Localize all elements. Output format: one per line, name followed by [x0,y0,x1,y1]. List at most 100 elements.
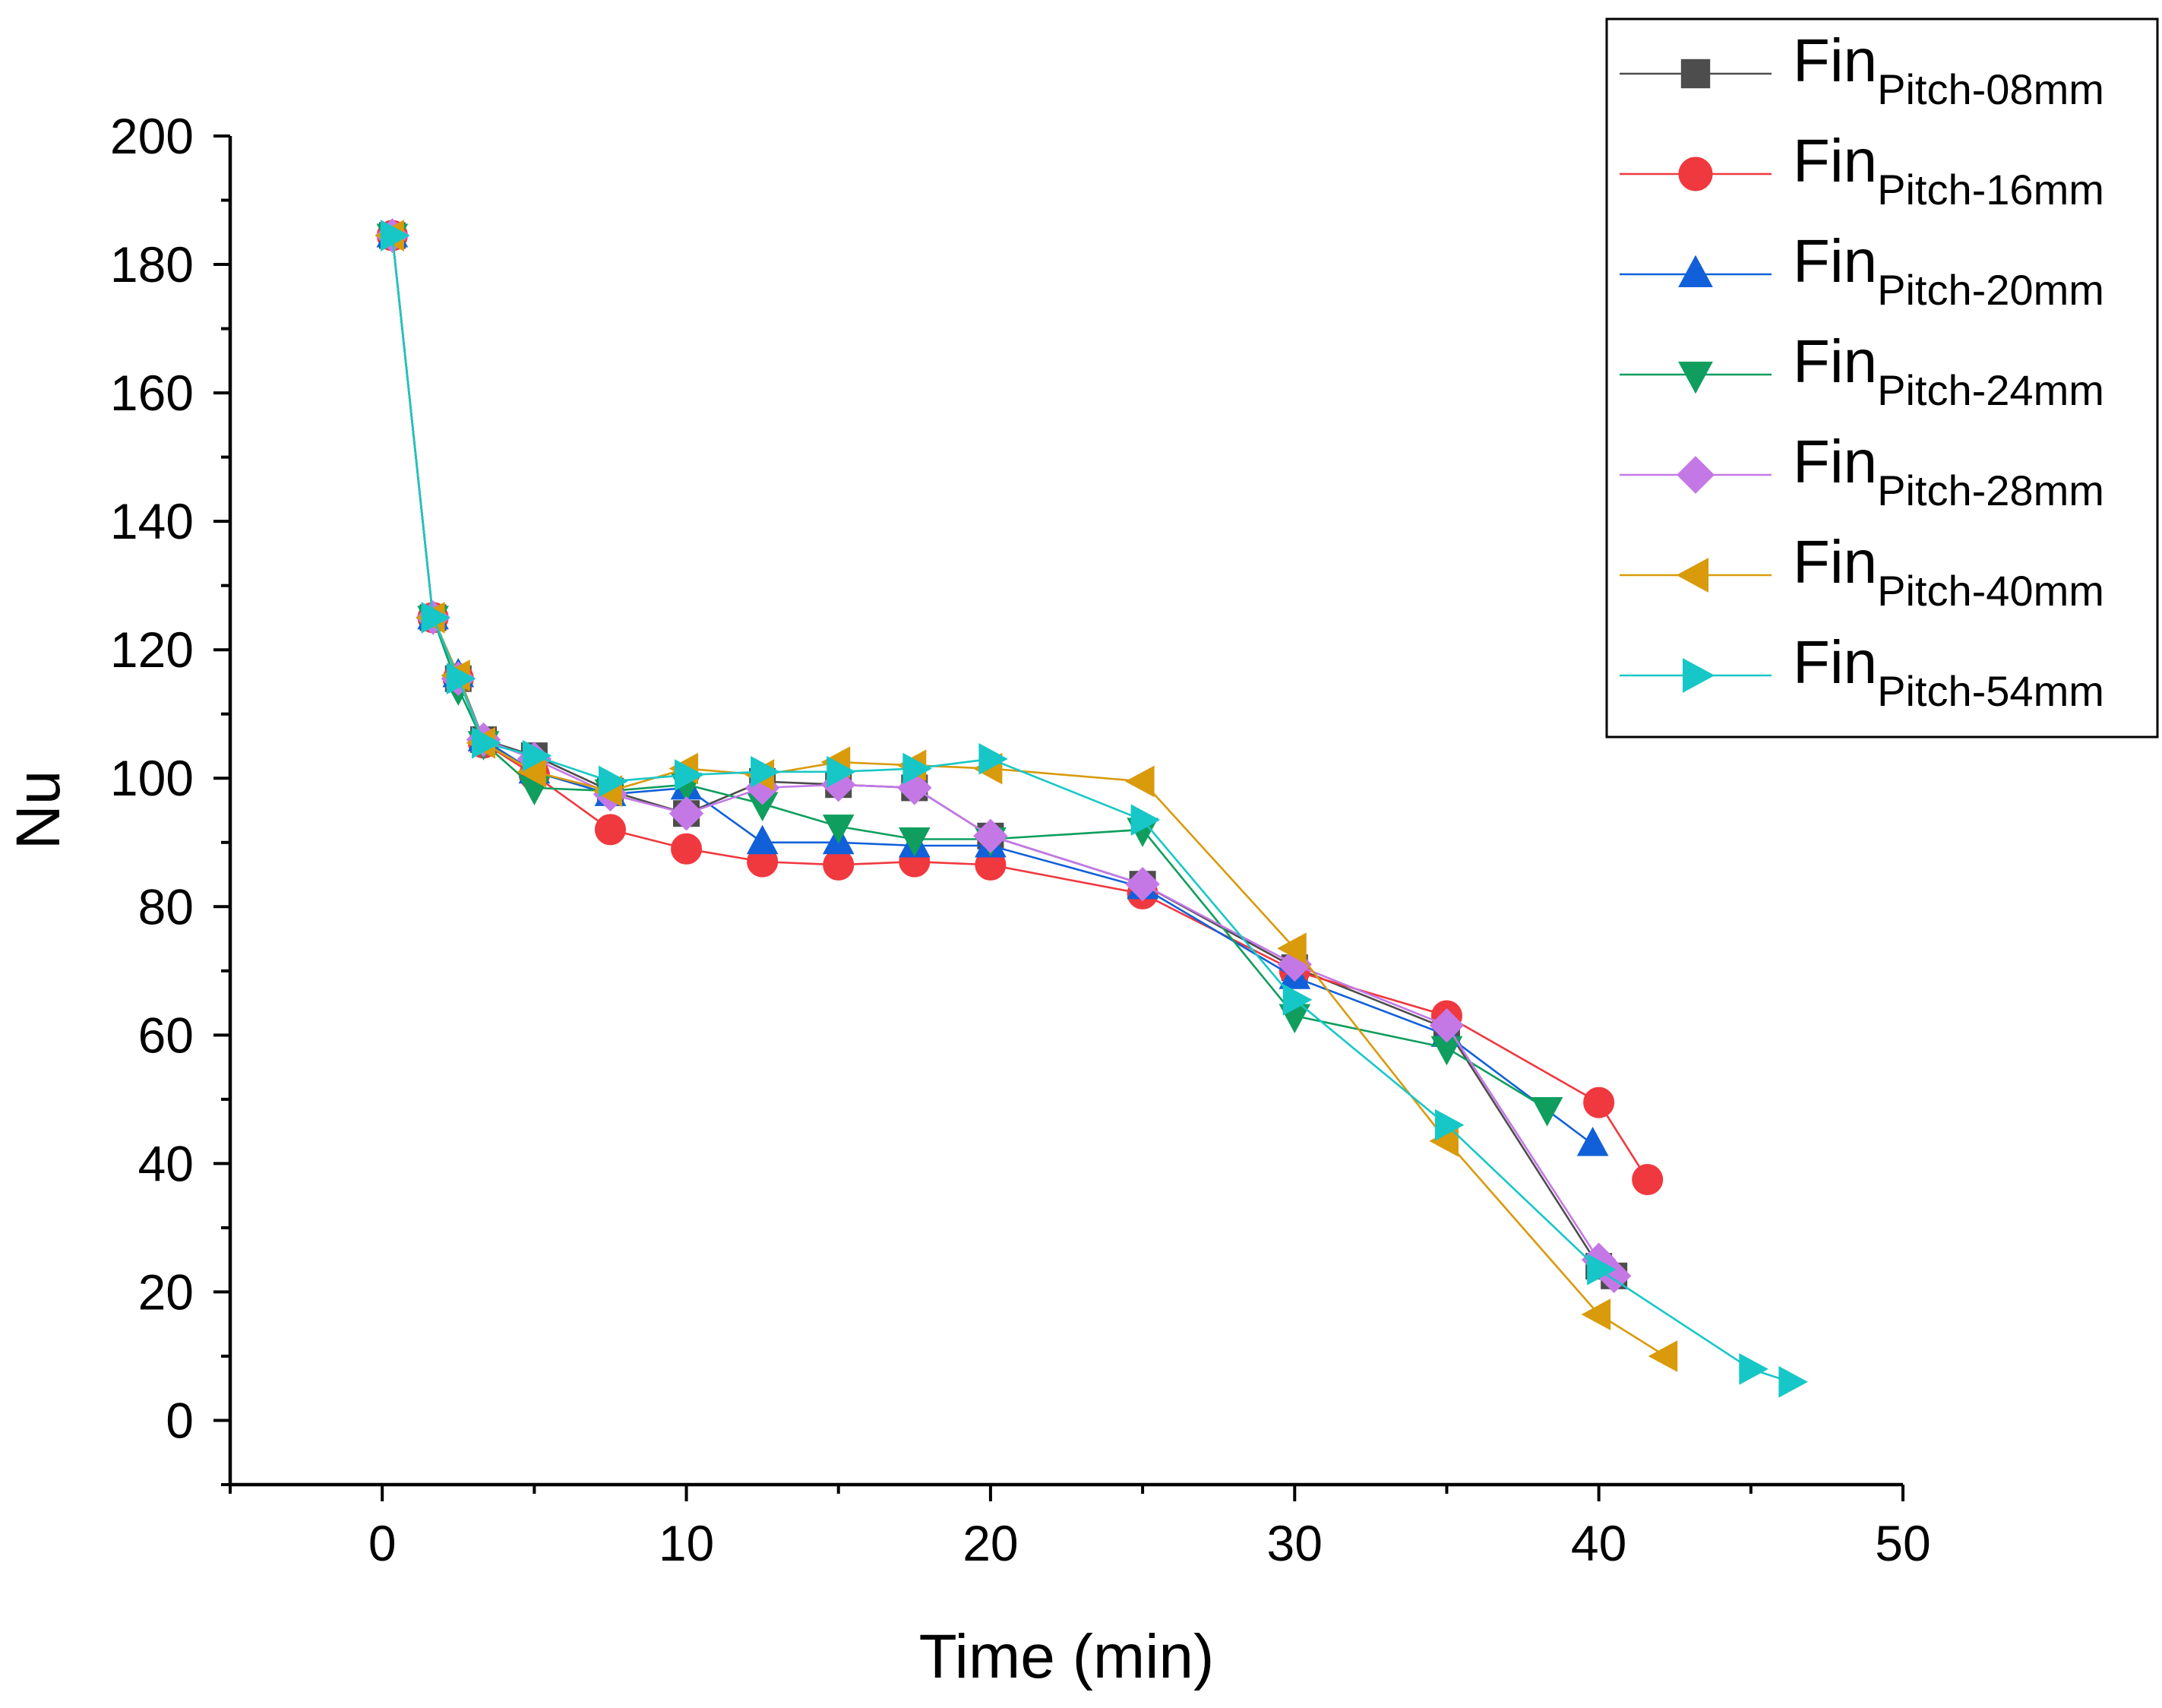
legend-item: FinPitch-08mm [1620,27,2104,113]
legend-label-subscript: Pitch-54mm [1877,667,2104,715]
legend-label: FinPitch-08mm [1793,27,2104,113]
y-tick-label: 0 [166,1392,194,1448]
data-point-marker [522,739,552,772]
legend-label-main: Fin [1793,428,1877,495]
legend-marker [1678,362,1713,394]
legend-label-main: Fin [1793,127,1877,195]
x-tick-label: 40 [1571,1515,1626,1571]
y-axis-ticks: 0 20 40 60 80 100 120 140 160 180 200 [110,108,230,1486]
legend-label-main: Fin [1793,27,1877,94]
legend-marker [1678,157,1713,191]
series-line [391,235,1594,1146]
series-group [375,217,1808,1398]
legend-label-subscript: Pitch-08mm [1877,65,2104,113]
legend-marker [1677,456,1715,494]
data-point-marker [1648,1340,1678,1372]
y-axis-title: Nu [4,770,73,850]
y-tick-label: 140 [110,493,194,549]
legend-label: FinPitch-20mm [1793,227,2104,314]
legend-item: FinPitch-24mm [1620,327,2104,414]
series-line [391,235,1791,1384]
legend-label-main: Fin [1793,628,1877,696]
legend-label-main: Fin [1793,327,1877,395]
data-point-marker [746,824,779,855]
data-point-marker [973,818,1008,854]
legend-label: FinPitch-40mm [1793,528,2104,615]
series-line [391,235,1667,1358]
y-tick-label: 80 [138,878,194,935]
legend-label-subscript: Pitch-28mm [1877,467,2104,514]
data-point-marker [1778,1365,1808,1398]
data-point-marker [1277,932,1307,965]
data-point-marker [1587,1254,1617,1286]
legend-label-main: Fin [1793,227,1877,295]
x-tick-label: 10 [659,1515,714,1571]
data-point-marker [472,726,501,759]
legend-marker [1680,59,1711,89]
series-pitch-40mm [375,220,1678,1372]
y-tick-label: 180 [110,236,194,293]
series-pitch-16mm [376,220,1664,1196]
x-axis-title: Time (min) [919,1622,1215,1691]
legend-label-subscript: Pitch-40mm [1877,567,2104,615]
data-point-marker [1739,1353,1768,1385]
y-tick-label: 200 [110,108,194,164]
data-point-marker [822,814,855,844]
legend-label: FinPitch-16mm [1793,127,2104,214]
y-tick-label: 120 [110,622,194,678]
legend-label: FinPitch-28mm [1793,428,2104,514]
legend-label: FinPitch-54mm [1793,628,2104,715]
legend-item: FinPitch-16mm [1620,127,2104,214]
legend-label-subscript: Pitch-24mm [1877,366,2104,414]
data-point-marker [1429,1007,1465,1043]
legend-item: FinPitch-20mm [1620,227,2104,314]
data-point-marker [827,755,856,788]
y-tick-label: 100 [110,750,194,806]
series-pitch-24mm [376,223,1563,1127]
data-point-marker [1632,1164,1664,1196]
legend-label-subscript: Pitch-16mm [1877,166,2104,214]
legend-item: FinPitch-40mm [1620,528,2104,615]
legend-label: FinPitch-24mm [1793,327,2104,414]
x-tick-label: 30 [1267,1515,1323,1571]
data-point-marker [675,759,704,791]
data-point-marker [902,752,932,785]
data-point-marker [1125,866,1160,902]
data-point-marker [669,796,704,831]
data-point-marker [751,755,780,788]
y-tick-label: 40 [138,1135,194,1191]
legend-label-subscript: Pitch-20mm [1877,266,2104,314]
legend-item: FinPitch-54mm [1620,628,2104,715]
x-tick-label: 0 [368,1515,397,1571]
data-point-marker [898,827,931,857]
x-tick-label: 20 [962,1515,1018,1571]
data-point-marker [978,743,1008,775]
y-tick-label: 60 [138,1007,194,1063]
data-point-marker [1581,1298,1611,1330]
legend-marker [1676,558,1708,593]
series-pitch-54mm [380,220,1808,1398]
y-tick-label: 160 [110,365,194,421]
data-point-marker [1282,984,1313,1016]
data-point-marker [1583,1086,1615,1118]
legend-marker [1678,255,1713,287]
data-point-marker [1125,765,1155,798]
legend-item: FinPitch-28mm [1620,428,2104,514]
data-point-marker [1576,1126,1609,1156]
data-point-marker [446,663,476,695]
axes [228,136,1903,1487]
x-axis-ticks: 0 10 20 30 40 50 [229,1485,1931,1571]
data-point-marker [1130,804,1161,837]
data-point-marker [823,849,855,881]
data-point-marker [594,814,626,846]
y-tick-label: 20 [138,1264,194,1320]
data-point-marker [380,220,410,251]
x-tick-label: 50 [1875,1515,1930,1571]
data-point-marker [1531,1097,1563,1127]
data-point-marker [1434,1109,1465,1141]
legend-label-main: Fin [1793,528,1877,596]
legend-marker [1683,658,1715,693]
data-point-marker [598,765,628,798]
data-point-marker [421,602,451,634]
